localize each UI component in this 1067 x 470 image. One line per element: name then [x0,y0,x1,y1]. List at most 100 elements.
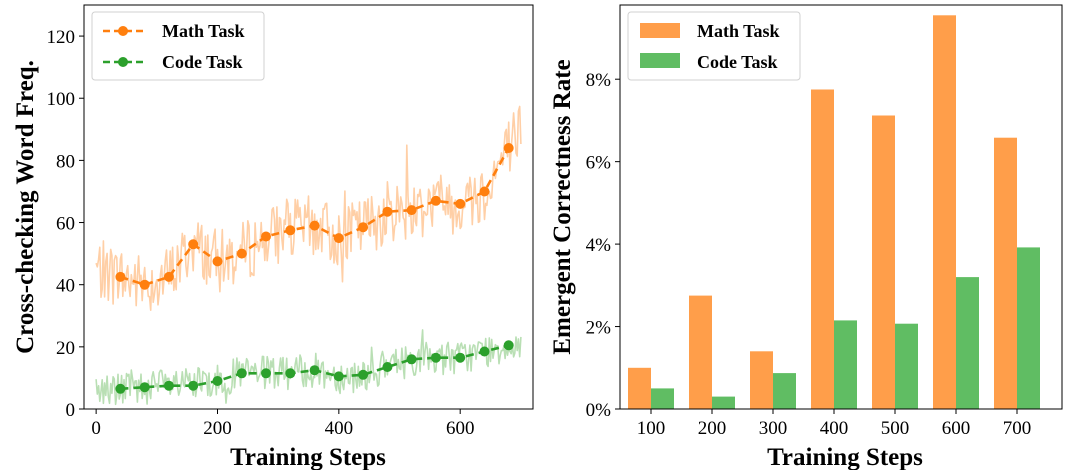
legend-marker-math [118,26,128,36]
y-axis-ticks: 0% 2% 4% 6% 8% [586,70,620,421]
data-point-math [139,279,150,290]
x-tick-label: 700 [1003,418,1032,439]
legend-marker-code [118,57,128,67]
y-tick-label: 2% [586,318,612,339]
y-tick-label: 20 [56,338,75,359]
y-tick-label: 0% [586,400,612,421]
data-point-code [212,376,223,386]
data-point-math [285,225,296,236]
bar-code [956,277,979,409]
x-tick-label: 400 [325,418,354,439]
data-point-math [309,220,320,231]
y-tick-label: 60 [56,214,75,235]
data-point-code [358,369,369,380]
bar-code [712,396,735,409]
data-point-math [455,198,466,209]
x-tick-label: 600 [446,418,475,439]
bar-math [872,115,895,409]
y-tick-label: 6% [586,153,612,174]
bar-code [895,323,918,409]
bar-math [811,89,834,409]
data-point-code [430,352,441,363]
data-point-math [333,233,344,244]
data-point-math [163,271,174,282]
legend-label-math: Math Task [162,21,245,41]
data-point-code [163,380,174,391]
data-point-code [406,354,417,365]
data-point-math [479,186,490,197]
x-tick-label: 300 [759,418,788,439]
data-point-code [479,346,490,357]
plot-frame [83,4,534,410]
x-tick-label: 100 [637,418,666,439]
legend-label-code: Code Task [162,52,243,72]
line-chart-panel: 0 200 400 600 0 20 40 60 80 100 120 Training Step… [12,4,534,470]
data-point-code [503,340,514,351]
data-point-math [188,239,199,250]
y-tick-label: 8% [586,70,612,91]
legend-box [91,11,265,81]
bar-code [1017,247,1040,409]
legend: Math Task Code Task [91,11,265,81]
raw-curves [95,105,522,406]
data-point-math [236,248,247,259]
legend: Math Task Code Task [627,11,801,81]
x-tick-label: 400 [820,418,849,439]
y-axis-label: Cross-checking Word Freq. [12,60,39,354]
bar-math [689,295,712,409]
series-lines [115,143,514,394]
data-point-math [212,256,223,267]
y-tick-label: 4% [586,235,612,256]
bar-code [651,388,674,409]
raw-curve-code [95,329,522,406]
bar-math [628,367,651,409]
data-point-code [285,368,296,379]
data-point-math [261,231,271,242]
bar-math [750,351,773,409]
x-axis-ticks: 100 200 300 400 500 600 700 [637,409,1032,439]
raw-curve-math [95,105,522,312]
x-tick-label: 200 [698,418,727,439]
data-point-code [309,365,320,376]
x-axis-label: Training Steps [230,444,386,470]
x-axis-ticks: 0 200 400 600 [91,409,474,439]
bar-math [933,15,956,410]
data-point-math [115,271,126,282]
x-tick-label: 500 [881,418,910,439]
bar-code [773,373,796,409]
data-point-code [115,383,126,394]
data-point-code [261,368,271,379]
y-tick-label: 120 [47,27,76,48]
data-point-math [382,206,393,217]
data-point-code [455,352,466,363]
bar-chart-panel: 100 200 300 400 500 600 700 0% 2% 4% 6% 8% Trainin… [549,4,1063,470]
x-axis-label: Training Steps [767,444,923,470]
data-point-math [358,222,369,233]
data-point-math [430,195,441,206]
legend-swatch-code [640,53,680,68]
data-point-code [188,380,199,391]
legend-label-code: Code Task [697,52,778,72]
bar-code [834,320,857,409]
bars [628,15,1040,410]
y-axis-label: Emergent Correctness Rate [549,59,576,354]
data-point-code [139,382,150,393]
legend-label-math: Math Task [697,21,780,41]
x-tick-label: 200 [203,418,232,439]
x-tick-label: 0 [91,418,101,439]
data-point-math [406,205,417,216]
y-tick-label: 0 [66,400,76,421]
plot-frame [619,4,1063,410]
bar-math [994,137,1017,409]
data-point-code [382,362,393,372]
data-point-math [503,143,514,153]
y-tick-label: 100 [47,89,76,110]
y-axis-ticks: 0 20 40 60 80 100 120 [47,27,84,421]
legend-swatch-math [640,23,680,38]
y-tick-label: 40 [56,276,75,297]
data-point-code [236,368,247,379]
y-tick-label: 80 [56,151,75,172]
x-tick-label: 600 [942,418,971,439]
data-point-code [333,371,344,382]
